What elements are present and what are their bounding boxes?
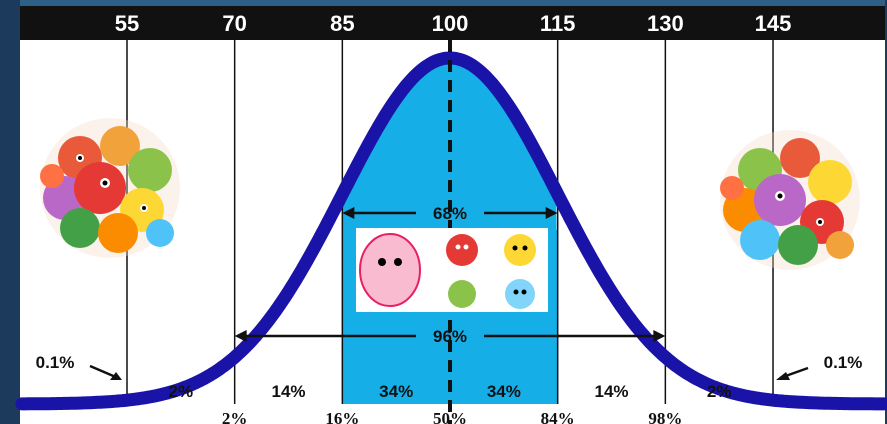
region-percentage-label: 14%: [271, 382, 305, 401]
right-tail-arrow: [776, 366, 809, 380]
cumulative-percentage-label: 98%: [648, 409, 682, 424]
x-tick-label: 85: [330, 11, 354, 36]
cumulative-percentage-label: 2%: [222, 409, 248, 424]
left-tail-arrow: [89, 364, 122, 380]
germ-cluster-left-image: [40, 118, 180, 258]
x-tick-label: 145: [755, 11, 792, 36]
cumulative-percentage-label: 84%: [541, 409, 575, 424]
span-68-arrow: 68%: [342, 204, 558, 223]
region-percentage-label: 0.1%: [36, 353, 75, 372]
region-percentage-label: 14%: [594, 382, 628, 401]
span-96-arrow: 96%: [234, 327, 666, 346]
x-tick-label: 130: [647, 11, 684, 36]
germ-cluster-right-image: [720, 130, 860, 270]
top-decor-band: [20, 0, 885, 6]
region-percentage-label: 2%: [707, 382, 732, 401]
x-tick-label: 115: [540, 11, 576, 36]
region-percentage-label: 34%: [487, 382, 521, 401]
normal-curve: [15, 51, 887, 411]
x-tick-label: 55: [115, 11, 139, 36]
span-label: 68%: [433, 204, 467, 223]
bottom-strip: [20, 406, 885, 424]
region-percentage-label: 0.1%: [824, 353, 863, 372]
cumulative-percentage-label: 16%: [325, 409, 359, 424]
x-tick-label: 100: [432, 11, 469, 36]
region-percentage-label: 34%: [379, 382, 413, 401]
span-label: 96%: [433, 327, 467, 346]
axis-header-bar: [20, 6, 885, 40]
x-tick-label: 70: [222, 11, 246, 36]
cumulative-percentage-label: 50%: [433, 409, 467, 424]
germ-set-center-image: [356, 228, 548, 312]
region-percentage-label: 2%: [169, 382, 194, 401]
